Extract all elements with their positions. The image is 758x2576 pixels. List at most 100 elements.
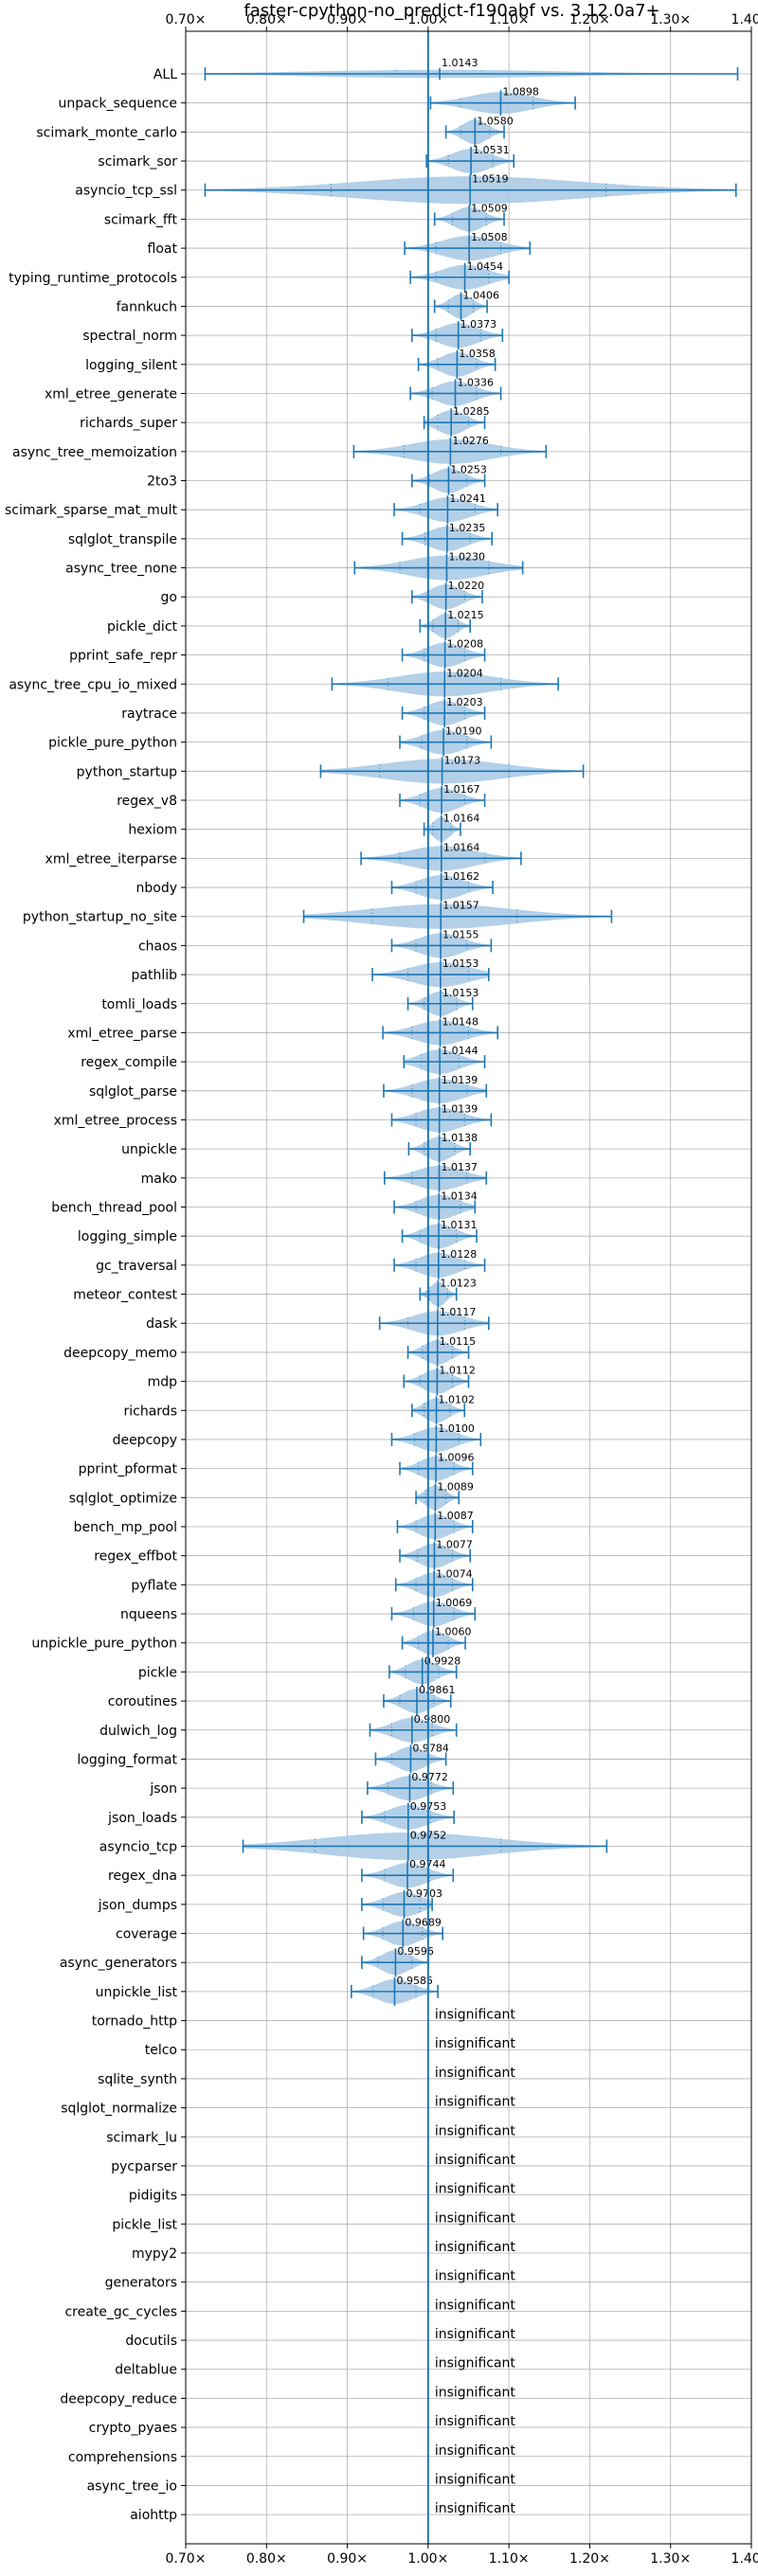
y-tick-label: create_gc_cycles — [64, 2304, 177, 2319]
mean-value-label: 1.0164 — [443, 813, 480, 825]
y-tick-label: pathlib — [132, 968, 178, 983]
x-tick-label-top: 1.40× — [731, 12, 758, 27]
y-tick-label: fannkuch — [117, 299, 177, 314]
y-tick-label: json — [149, 1781, 177, 1797]
y-tick-label: richards_super — [80, 416, 177, 431]
mean-value-label: 0.9585 — [396, 1975, 433, 1987]
y-tick-label: hexiom — [128, 823, 177, 838]
mean-value-label: 0.9703 — [406, 1887, 443, 1900]
mean-value-label: 1.0276 — [452, 435, 489, 447]
y-tick-label: asyncio_tcp — [99, 1839, 177, 1854]
y-tick-label: pickle_dict — [107, 619, 178, 635]
y-tick-label: pycparser — [111, 2159, 177, 2174]
y-tick-label: raytrace — [121, 707, 177, 722]
y-tick-label: python_startup — [77, 764, 177, 779]
mean-value-label: 1.0060 — [435, 1626, 472, 1638]
y-tick-label: unpickle_list — [96, 1985, 178, 2000]
y-tick-label: unpickle_pure_python — [31, 1637, 177, 1652]
insignificant-label: insignificant — [435, 2298, 516, 2313]
mean-value-label: 1.0102 — [439, 1393, 476, 1405]
y-tick-label: sqlglot_transpile — [68, 532, 177, 547]
y-tick-label: dulwich_log — [99, 1724, 177, 1739]
mean-value-label: 1.0069 — [436, 1597, 473, 1609]
y-tick-label: async_tree_none — [65, 562, 177, 577]
mean-value-label: 1.0531 — [473, 144, 510, 156]
y-tick-label: comprehensions — [68, 2450, 177, 2465]
y-tick-label: async_tree_io — [87, 2478, 177, 2494]
y-tick-label: docutils — [125, 2334, 177, 2349]
y-tick-label: xml_etree_parse — [67, 1026, 177, 1041]
mean-value-label: 1.0406 — [462, 289, 499, 301]
mean-value-label: 0.9689 — [405, 1917, 442, 1929]
y-tick-label: generators — [105, 2276, 177, 2291]
insignificant-label: insignificant — [435, 2414, 516, 2429]
mean-value-label: 0.9772 — [411, 1771, 448, 1783]
value-labels: 1.0143 1.0898 1.0580 1.0531 1.0519 1.0509 1.05… — [396, 57, 538, 2516]
mean-value-label: 0.9800 — [414, 1713, 451, 1726]
mean-value-label: 1.0220 — [448, 580, 485, 592]
mean-value-label: 1.0235 — [449, 522, 486, 534]
y-tick-label: regex_dna — [108, 1869, 177, 1884]
mean-value-label: 1.0155 — [442, 928, 479, 940]
insignificant-label: insignificant — [435, 2210, 516, 2226]
mean-value-label: 1.0241 — [449, 492, 486, 505]
y-tick-label: deepcopy_memo — [63, 1346, 177, 1361]
y-tick-label: json_dumps — [98, 1898, 177, 1913]
mean-value-label: 1.0134 — [441, 1190, 478, 1203]
y-tick-label: regex_v8 — [117, 794, 177, 809]
y-tick-label: xml_etree_process — [54, 1113, 177, 1128]
y-tick-label: unpickle — [121, 1142, 177, 1157]
y-tick-label: tornado_http — [92, 2014, 177, 2030]
mean-value-label: 1.0162 — [443, 870, 480, 883]
x-tick-label-bottom: 1.20× — [569, 2551, 610, 2567]
y-tick-label: regex_effbot — [94, 1549, 177, 1565]
y-tick-label: deepcopy_reduce — [60, 2391, 177, 2406]
y-tick-label: mdp — [148, 1375, 178, 1390]
mean-value-label: 0.9928 — [424, 1655, 461, 1667]
y-tick-label: async_generators — [60, 1956, 177, 1971]
insignificant-label: insignificant — [435, 2269, 516, 2284]
mean-value-label: 1.0208 — [447, 638, 484, 651]
insignificant-label: insignificant — [435, 2385, 516, 2400]
insignificant-label: insignificant — [435, 2095, 516, 2110]
y-tick-label: aiohttp — [130, 2508, 177, 2523]
y-tick-label: sqlglot_parse — [89, 1084, 177, 1100]
y-tick-label: chaos — [138, 939, 177, 954]
mean-value-label: 1.0100 — [438, 1422, 475, 1435]
x-tick-label-bottom: 0.90× — [327, 2551, 368, 2567]
x-tick-label-bottom: 1.10× — [489, 2551, 530, 2567]
y-tick-label: 2to3 — [147, 474, 177, 490]
y-tick-label: richards — [124, 1404, 178, 1419]
y-tick-label: mako — [141, 1172, 177, 1187]
mean-value-label: 1.0173 — [444, 754, 481, 766]
y-tick-label: deltablue — [115, 2363, 177, 2378]
y-tick-label: coverage — [116, 1927, 177, 1942]
y-tick-label: nbody — [136, 881, 178, 896]
y-tick-label: asyncio_tcp_ssl — [75, 184, 177, 199]
y-tick-label: logging_silent — [85, 358, 177, 373]
y-tick-labels: ALL unpack_sequence scimark_monte_carlosci… — [5, 67, 186, 2523]
y-tick-label: dask — [146, 1316, 178, 1332]
y-tick-label: scimark_lu — [106, 2130, 177, 2145]
x-tick-label-top: 1.30× — [650, 12, 691, 27]
mean-value-label: 1.0164 — [443, 841, 480, 853]
x-tick-label-bottom: 1.40× — [731, 2551, 758, 2567]
mean-value-label: 1.0153 — [442, 987, 479, 999]
y-tick-label: spectral_norm — [82, 329, 177, 344]
mean-value-label: 1.0215 — [447, 609, 484, 621]
insignificant-label: insignificant — [435, 2443, 516, 2459]
y-tick-label: pidigits — [129, 2189, 177, 2204]
mean-value-label: 1.0143 — [442, 57, 478, 69]
mean-value-label: 1.0508 — [471, 231, 507, 243]
mean-value-label: 1.0089 — [437, 1480, 474, 1493]
insignificant-label: insignificant — [435, 2501, 516, 2516]
mean-value-label: 1.0144 — [442, 1045, 478, 1057]
y-tick-label: python_startup_no_site — [23, 910, 177, 925]
mean-value-label: 1.0077 — [436, 1539, 473, 1551]
y-tick-label: bench_mp_pool — [74, 1520, 177, 1535]
y-tick-label: tomli_loads — [101, 997, 177, 1012]
insignificant-label: insignificant — [435, 2036, 516, 2051]
insignificant-label: insignificant — [435, 2240, 516, 2255]
y-tick-label: xml_etree_iterparse — [45, 851, 177, 867]
